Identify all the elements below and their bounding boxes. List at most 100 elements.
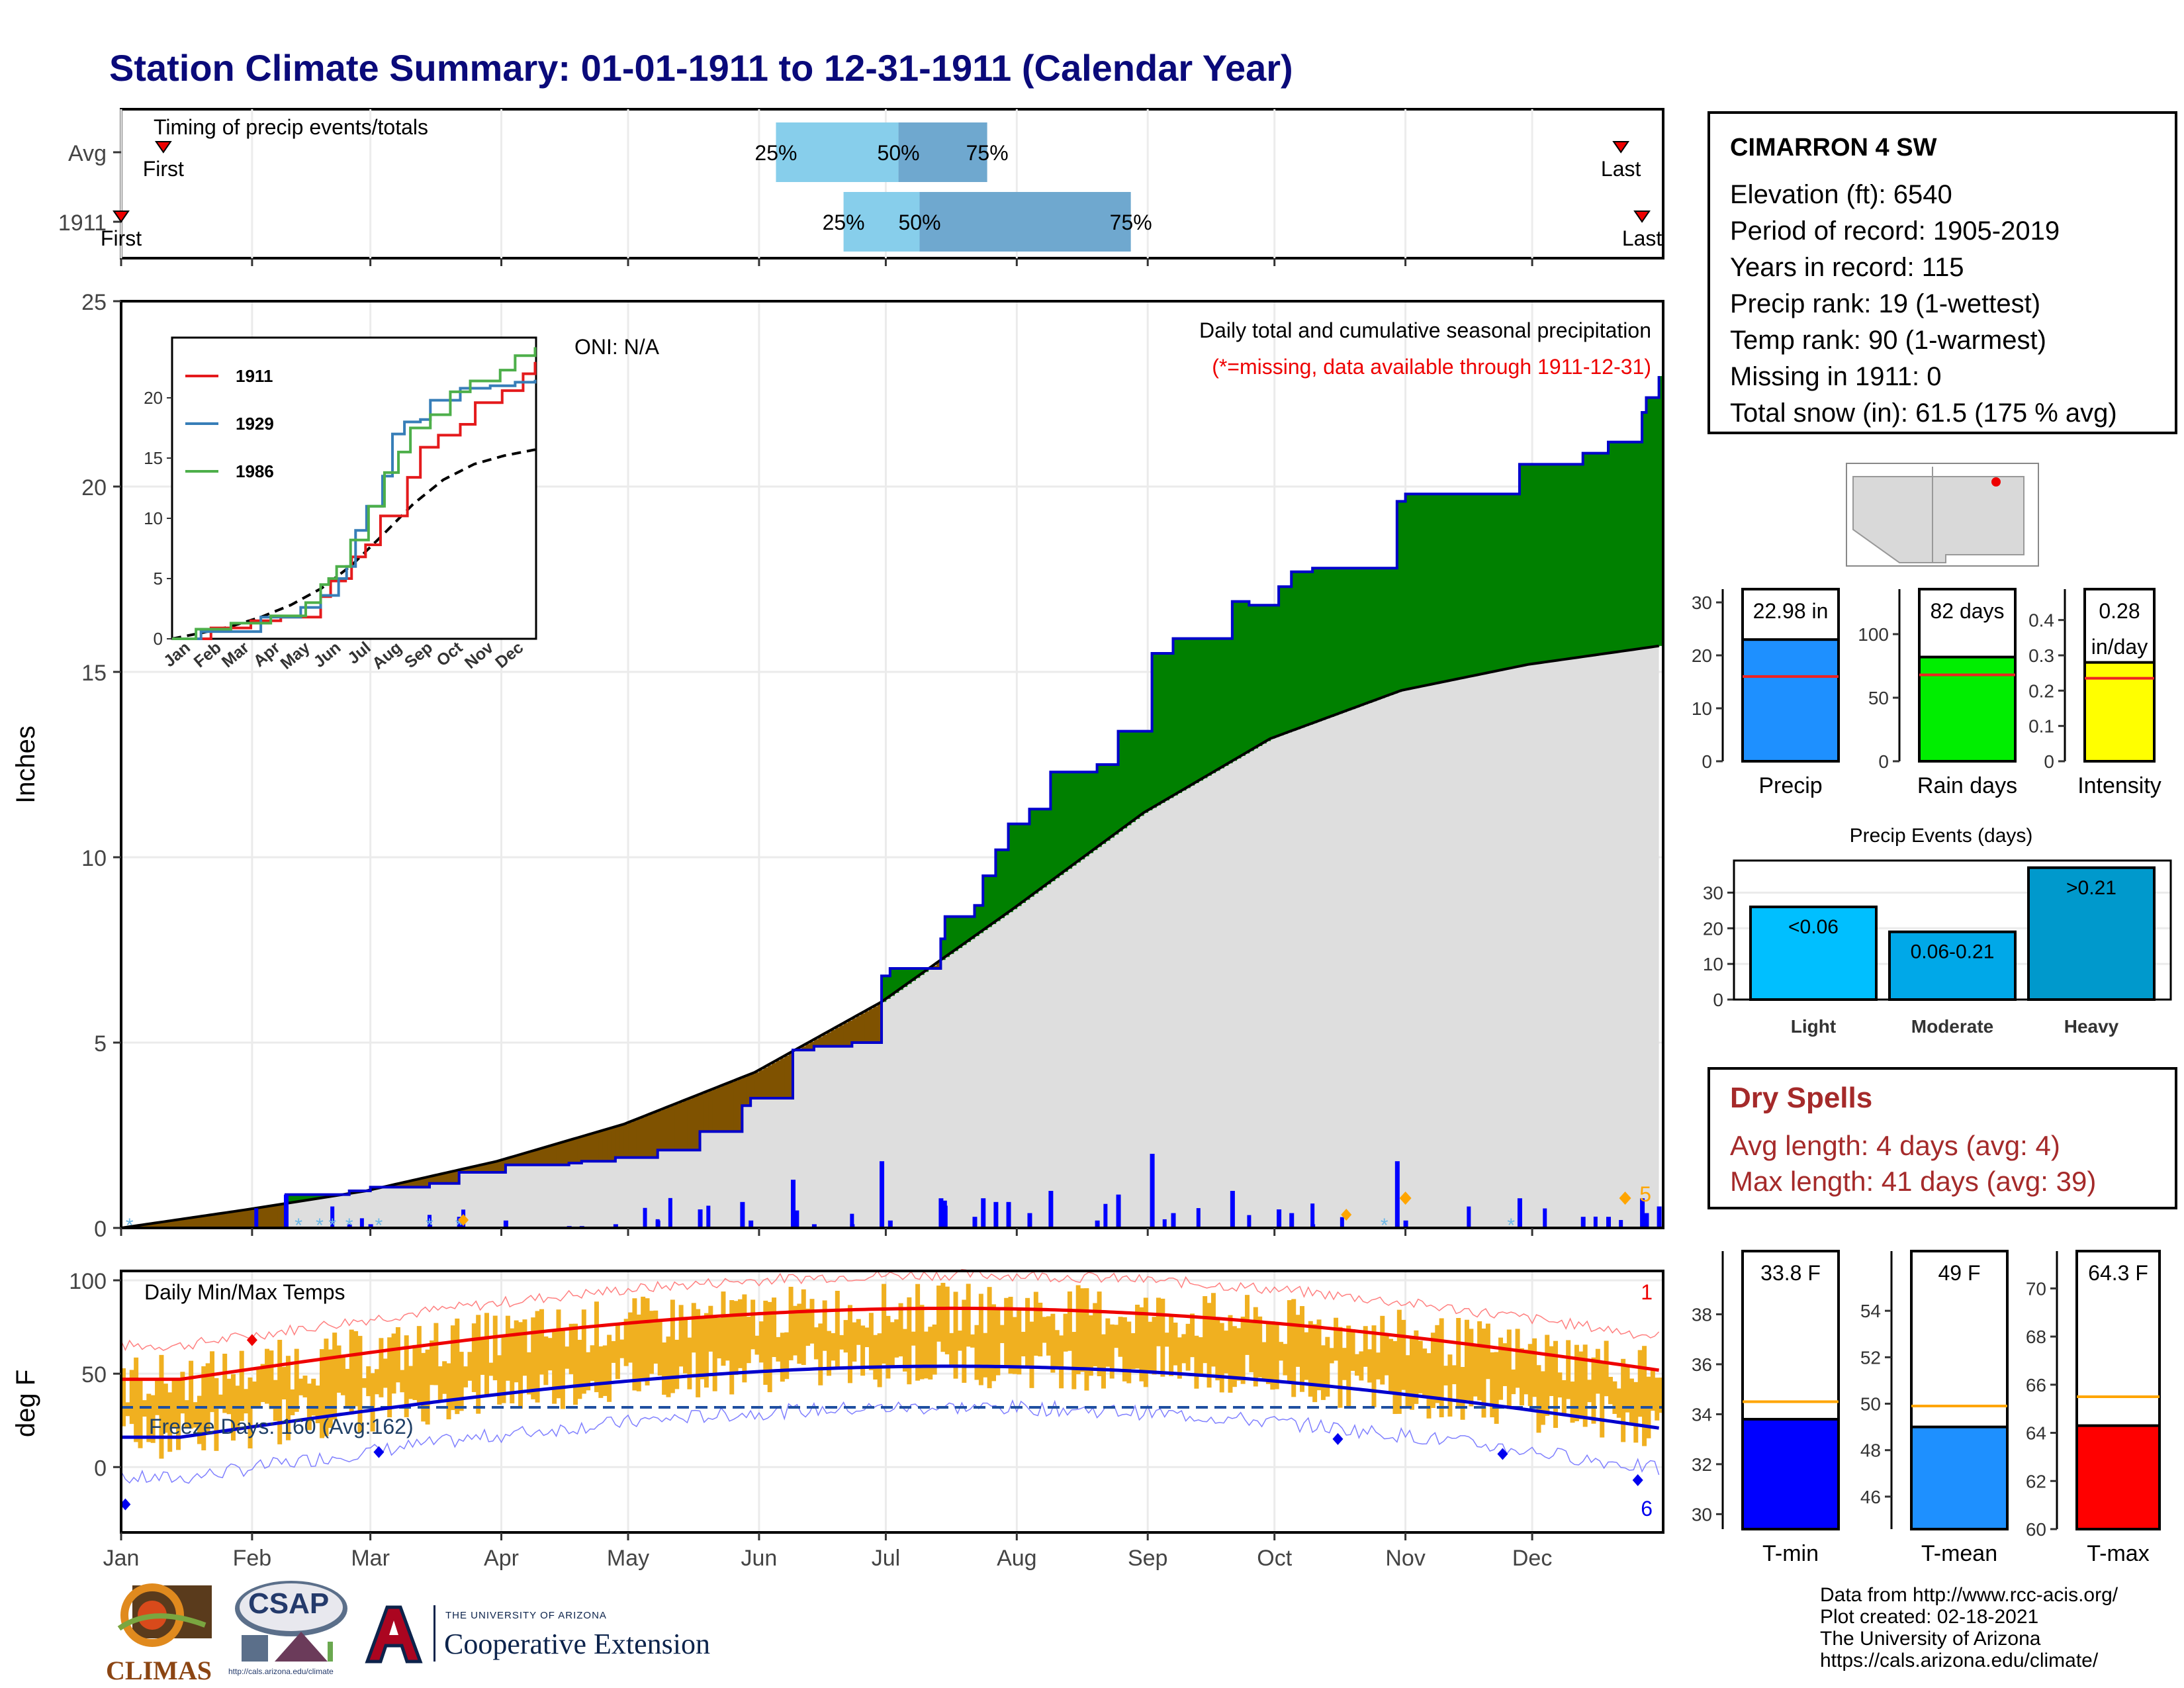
daily-temp-bar: [645, 1298, 650, 1385]
precip-events-category-label: Light: [1791, 1016, 1836, 1037]
daily-temp-bar: [340, 1354, 345, 1395]
surplus-band: [1050, 772, 1056, 882]
daily-temp-bar: [636, 1314, 641, 1391]
daily-temp-bar: [1561, 1380, 1567, 1414]
daily-temp-bar: [1388, 1338, 1394, 1393]
station-period: Period of record: 1905-2019: [1730, 216, 2060, 246]
daily-temp-bar: [1490, 1352, 1495, 1418]
precip-chart-title: Daily total and cumulative seasonal prec…: [1199, 318, 1651, 342]
deficit-band: [450, 1172, 456, 1184]
surplus-band: [1304, 571, 1309, 727]
daily-temp-bar: [488, 1362, 494, 1376]
daily-temp-bar: [205, 1363, 210, 1432]
precip-summary-value-label: 22.98 in: [1753, 599, 1829, 623]
ua-big-text: Cooperative Extension: [444, 1628, 711, 1660]
daily-temp-bar: [476, 1315, 481, 1414]
csap-logo[interactable]: CSAP http://cals.arizona.edu/climate: [228, 1575, 351, 1681]
deficit-band: [437, 1174, 443, 1184]
daily-temp-bar: [1430, 1333, 1435, 1409]
timing-last-marker: [1633, 211, 1651, 223]
daily-temp-bar: [949, 1333, 954, 1365]
dry-spells-heading: Dry Spells: [1730, 1082, 1873, 1114]
precip-ylabel: Inches: [11, 726, 40, 804]
daily-temp-bar: [501, 1335, 506, 1403]
surplus-band: [1460, 494, 1465, 679]
temp-summary-2-ytick-label: 62: [2026, 1471, 2046, 1491]
daily-temp-bar: [412, 1344, 418, 1401]
surplus-band: [1156, 653, 1161, 806]
daily-precip-bar: [749, 1220, 754, 1228]
daily-temp-bar: [311, 1378, 316, 1416]
surplus-band: [1587, 453, 1592, 657]
daily-temp-bar: [590, 1345, 595, 1382]
daily-temp-bar: [847, 1305, 852, 1383]
timing-last-marker: [1612, 141, 1630, 154]
daily-temp-bar: [729, 1300, 735, 1395]
daily-temp-bar: [1105, 1318, 1111, 1367]
climas-logo[interactable]: CLIMAS: [106, 1579, 222, 1685]
deficit-band: [767, 1065, 772, 1098]
daily-precip-bar: [1006, 1201, 1011, 1228]
daily-temp-bar: [649, 1311, 654, 1374]
daily-temp-bar: [1392, 1340, 1398, 1415]
daily-temp-bar: [864, 1327, 870, 1348]
daily-temp-bar: [269, 1350, 274, 1409]
arizona-shape: [1852, 476, 1933, 563]
daily-precip-bar: [1394, 1161, 1400, 1228]
deficit-band: [569, 1140, 574, 1163]
precip-events-ytick-label: 20: [1703, 918, 1723, 939]
deficit-band: [831, 1029, 836, 1047]
daily-temp-bar: [746, 1317, 751, 1364]
surplus-band: [1038, 809, 1043, 891]
daily-precip-bar: [993, 1201, 999, 1228]
daily-precip-bar: [347, 1224, 352, 1228]
precip-events-bar: [1888, 930, 2017, 1001]
daily-temp-bar: [1088, 1315, 1093, 1376]
precip-summary-0-ytick-label: 0: [1702, 751, 1712, 772]
deficit-band: [463, 1168, 469, 1172]
snow-asterisk: *: [316, 1215, 324, 1237]
surplus-band: [1422, 494, 1428, 686]
deficit-band: [244, 1209, 249, 1228]
daily-temp-bar: [999, 1325, 1005, 1343]
surplus-band: [1405, 494, 1410, 690]
surplus-band: [1545, 464, 1550, 663]
deficit-band: [772, 1062, 777, 1098]
surplus-band: [306, 1194, 312, 1200]
surplus-band: [970, 916, 976, 939]
surplus-band: [1388, 568, 1394, 696]
surplus-band: [953, 916, 958, 951]
deficit-band: [852, 1018, 857, 1043]
daily-temp-bar: [193, 1402, 198, 1428]
daily-temp-bar: [1473, 1344, 1478, 1397]
ua-cooperative-extension-logo[interactable]: THE UNIVERSITY OF ARIZONA Cooperative Ex…: [361, 1602, 745, 1675]
daily-temp-bar: [526, 1352, 531, 1395]
surplus-band: [1008, 823, 1013, 912]
daily-temp-bar: [1633, 1382, 1639, 1443]
daily-temp-bar: [962, 1299, 967, 1383]
daily-temp-bar: [547, 1338, 553, 1371]
surplus-band: [1012, 823, 1018, 910]
daily-temp-bar: [898, 1303, 903, 1357]
record-precip-marker: [1341, 1209, 1352, 1221]
daily-temp-bar: [239, 1350, 244, 1421]
daily-temp-bar: [1578, 1351, 1584, 1419]
surplus-band: [1059, 772, 1064, 875]
timing-first-marker: [113, 211, 130, 223]
surplus-band: [1105, 765, 1111, 841]
precip-summary-1-ytick-label: 100: [1858, 624, 1889, 645]
deficit-band: [696, 1096, 701, 1150]
daily-temp-bar: [907, 1297, 912, 1385]
deficit-band: [729, 1082, 735, 1132]
deficit-band: [581, 1136, 586, 1162]
daily-temp-bar: [150, 1395, 156, 1443]
daily-temp-bar: [1320, 1345, 1326, 1400]
deficit-band: [936, 962, 942, 968]
daily-temp-bar: [712, 1317, 717, 1391]
deficit-band: [645, 1115, 650, 1158]
daily-temp-bar: [1126, 1321, 1132, 1383]
daily-temp-bar: [1071, 1332, 1077, 1389]
surplus-band: [1084, 772, 1089, 857]
daily-precip-bar: [811, 1224, 817, 1228]
surplus-band: [1042, 809, 1047, 888]
